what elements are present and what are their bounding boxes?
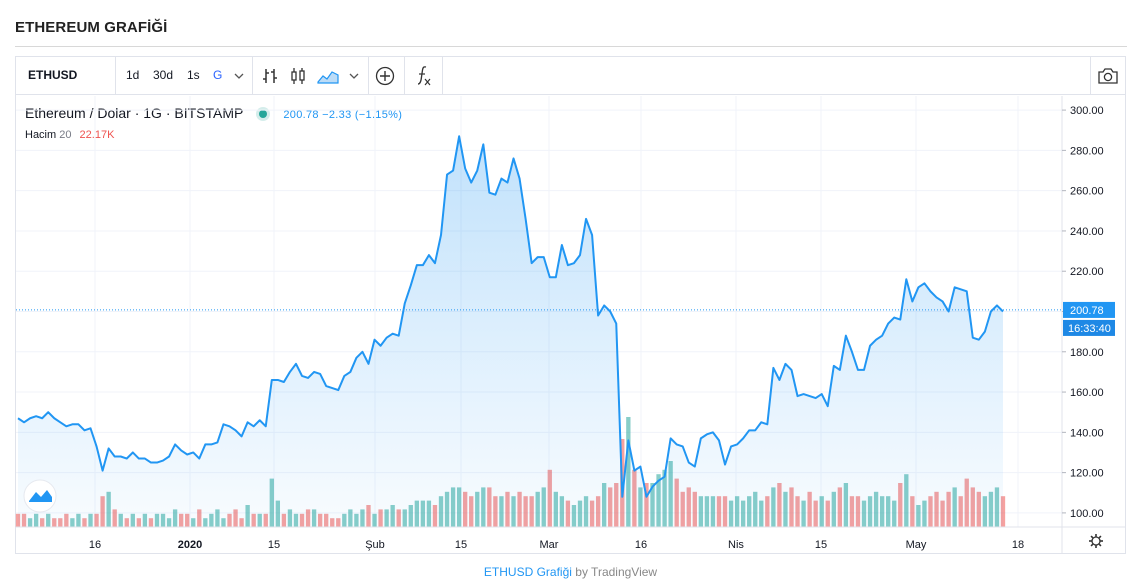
chevron-down-icon (349, 73, 359, 79)
x-tick-label: 15 (268, 539, 280, 551)
x-tick-label: 16 (635, 539, 647, 551)
toolbar-separator (404, 57, 405, 94)
volume-legend: Hacim 20 22.17K (25, 129, 114, 141)
y-tick-label: 260.00 (1070, 186, 1104, 198)
y-tick-label: 160.00 (1070, 387, 1104, 399)
snapshot-button[interactable] (1091, 57, 1125, 94)
camera-icon (1098, 67, 1118, 84)
tradingview-credit[interactable]: by TradingView (575, 565, 658, 579)
toolbar-separator (442, 57, 443, 94)
y-tick-label: 280.00 (1070, 145, 1104, 157)
x-tick-label: 15 (455, 539, 467, 551)
interval-1d[interactable]: 1d (126, 68, 140, 82)
ethusd-chart-link[interactable]: ETHUSD Grafiği (483, 565, 572, 579)
interval-1s[interactable]: 1s (187, 68, 200, 82)
y-tick-label: 220.00 (1070, 266, 1104, 278)
price-chart[interactable]: 300.00280.00260.00240.00220.00200.00180.… (0, 0, 1141, 560)
last-price-badge (1063, 301, 1115, 318)
symbol-search-button[interactable]: ETHUSD (16, 57, 116, 94)
interval-30d[interactable]: 30d (153, 68, 174, 82)
bar-style-button[interactable] (256, 57, 284, 94)
chevron-down-icon (234, 73, 244, 79)
interval-g[interactable]: G (213, 68, 223, 82)
compare-button[interactable] (408, 57, 440, 94)
candlestick-icon (291, 67, 305, 84)
indicators-button[interactable] (369, 57, 401, 94)
volume-value: 22.17K (79, 129, 115, 141)
price-values: 200.78 −2.33 (−1.15%) (283, 109, 403, 121)
x-tick-label: Mar (540, 539, 559, 551)
page-title: ETHEREUM GRAFİĞİ (15, 19, 168, 36)
settings-gear-icon[interactable] (1089, 534, 1103, 548)
price-area-fill (18, 136, 1003, 527)
y-tick-label: 140.00 (1070, 427, 1104, 439)
chart-legend: Ethereum / Dolar · 1G · BITSTAMP 200.78 −… (25, 105, 402, 121)
volume-length: 20 (59, 129, 72, 141)
x-tick-label: May (906, 539, 927, 551)
x-tick-label: Şub (365, 539, 385, 551)
tradingview-logo-mark (29, 490, 52, 502)
chart-widget: ETHUSD 1d 30d 1s G (15, 56, 1126, 554)
y-tick-label: 100.00 (1070, 508, 1104, 520)
symbol-description: Ethereum / Dolar · 1G · BITSTAMP (25, 105, 244, 121)
x-tick-label: 2020 (178, 539, 202, 551)
area-chart-icon (317, 70, 339, 84)
title-divider (15, 46, 1127, 47)
style-dropdown[interactable] (344, 57, 364, 94)
chart-footer: ETHUSD Grafiği by TradingView (0, 565, 1141, 579)
toolbar-separator (1090, 57, 1091, 94)
price-line (17, 135, 1004, 498)
x-tick-label: 18 (1012, 539, 1024, 551)
y-tick-label: 120.00 (1070, 468, 1104, 480)
toolbar-separator (368, 57, 369, 94)
fx-icon (417, 65, 431, 85)
volume-label: Hacim (25, 129, 57, 141)
toolbar-separator (252, 57, 253, 94)
add-indicator-icon (375, 66, 395, 85)
y-tick-label: 300.00 (1070, 105, 1104, 117)
y-tick-label: 180.00 (1070, 347, 1104, 359)
x-tick-label: Nis (728, 539, 744, 551)
area-style-button[interactable] (314, 57, 342, 94)
candle-style-button[interactable] (284, 57, 312, 94)
market-status-icon (259, 109, 268, 118)
y-tick-label: 240.00 (1070, 226, 1104, 238)
countdown-badge (1063, 319, 1115, 336)
bar-chart-icon (263, 68, 277, 83)
x-tick-label: 16 (89, 539, 101, 551)
interval-dropdown[interactable] (229, 57, 249, 94)
chart-toolbar: ETHUSD 1d 30d 1s G (16, 57, 1125, 95)
countdown-label: 16:33:40 (1068, 323, 1111, 335)
x-tick-label: 15 (815, 539, 827, 551)
last-price-label: 200.78 (1070, 305, 1104, 317)
